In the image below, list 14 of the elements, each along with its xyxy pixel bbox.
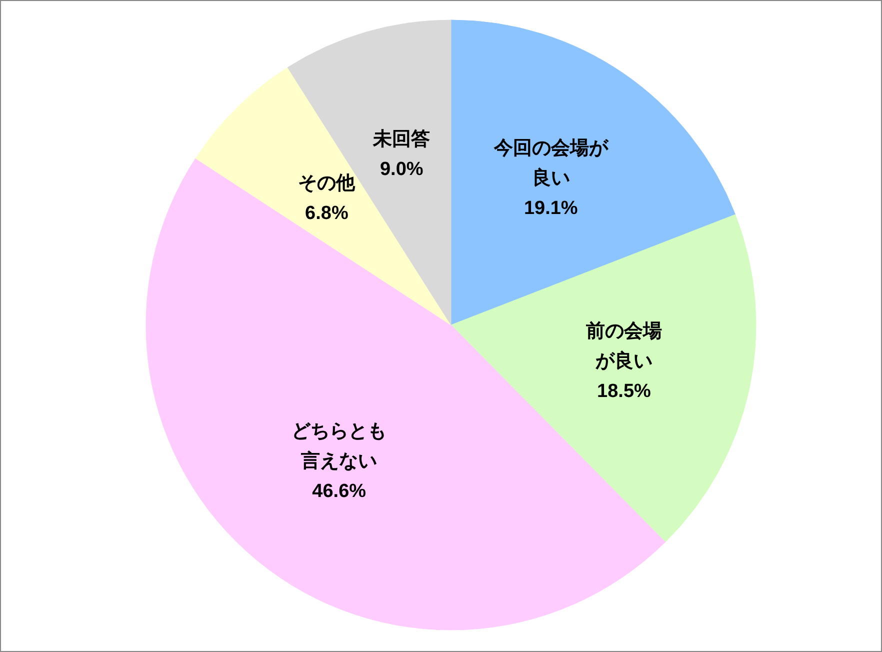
slice-label: どちらとも言えない xyxy=(292,421,387,472)
data-label: 9.0% xyxy=(380,159,424,180)
pie-slice xyxy=(195,67,452,326)
pie-slice xyxy=(146,158,666,630)
slice-label: その他 xyxy=(298,173,356,194)
pie-slice xyxy=(287,20,452,326)
slice-label: 未回答 xyxy=(372,128,430,150)
data-label: 18.5% xyxy=(597,380,652,402)
slice-label: 前の会場が良い xyxy=(584,320,662,372)
slice-label: 今回の会場が良い xyxy=(492,138,609,190)
data-label: 6.8% xyxy=(305,203,348,224)
pie-slice xyxy=(450,214,756,542)
data-label: 19.1% xyxy=(524,198,578,220)
data-label: 46.6% xyxy=(312,481,366,502)
